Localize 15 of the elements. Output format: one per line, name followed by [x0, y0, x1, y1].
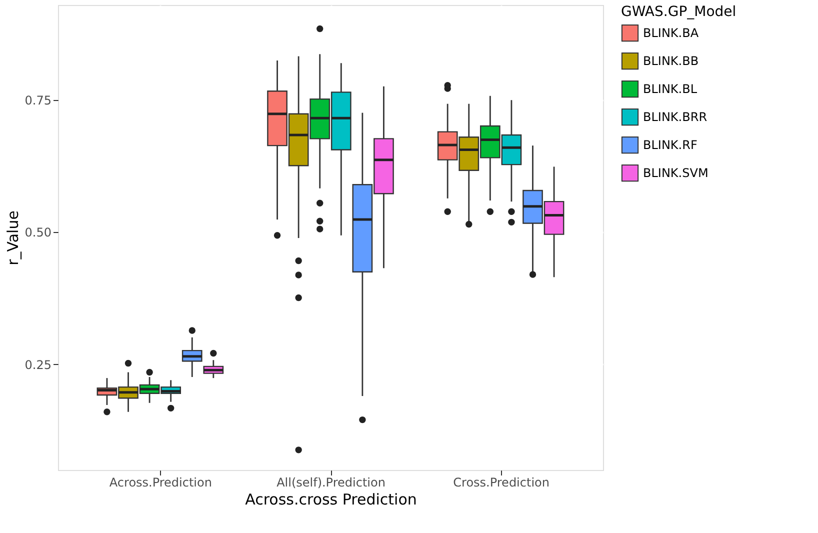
legend-label: BLINK.RF: [643, 138, 698, 152]
legend-label: BLINK.BA: [643, 26, 700, 40]
y-axis-title: r_Value: [4, 210, 22, 266]
legend-label: BLINK.BB: [643, 54, 699, 68]
y-tick-label: 0.50: [24, 226, 52, 240]
y-tick-label: 0.25: [24, 358, 52, 372]
x-tick-label: Cross.Prediction: [453, 476, 550, 490]
legend-label: BLINK.BL: [643, 82, 698, 96]
x-tick-label: All(self).Prediction: [276, 476, 386, 490]
legend-label: BLINK.BRR: [643, 110, 708, 124]
x-tick-label: Across.Prediction: [109, 476, 212, 490]
x-axis-title: Across.cross Prediction: [245, 490, 417, 508]
y-tick-label: 0.75: [24, 94, 52, 108]
legend-title: GWAS.GP_Model: [621, 4, 736, 20]
legend-label: BLINK.SVM: [643, 166, 708, 180]
